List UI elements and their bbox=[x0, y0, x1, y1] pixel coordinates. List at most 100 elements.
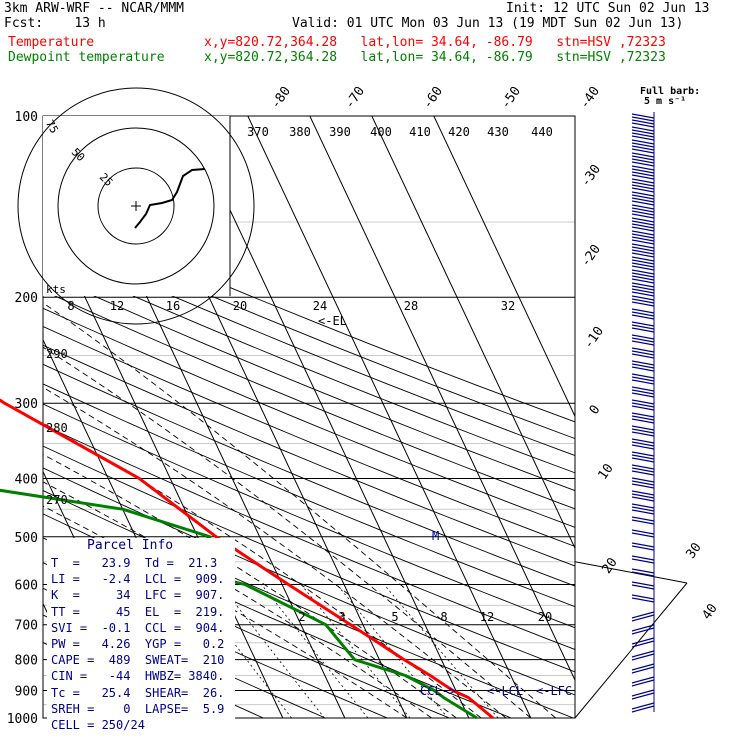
wind-barb-flag bbox=[631, 226, 655, 232]
theta-label-370: 370 bbox=[247, 125, 269, 139]
wind-barb-flag bbox=[631, 165, 655, 171]
wind-barb-flag bbox=[631, 119, 655, 125]
moist-adiabat-18 bbox=[43, 453, 457, 719]
wind-barb-flag bbox=[631, 360, 655, 366]
wind-barb-flag bbox=[631, 457, 655, 463]
pressure-tick-label-700: 700 bbox=[15, 619, 38, 634]
temperature-location-info: x,y=820.72,364.28 lat,lon= 34.64, -86.79… bbox=[204, 35, 666, 50]
isotherm-label-40: 40 bbox=[699, 601, 720, 622]
theta-label-410: 410 bbox=[409, 125, 431, 139]
wind-barb-flag bbox=[631, 418, 655, 424]
pressure-tick-label-400: 400 bbox=[15, 472, 38, 487]
theta-label-440: 440 bbox=[531, 125, 553, 139]
wind-barb-flag bbox=[631, 220, 655, 226]
wind-barb-flag bbox=[631, 516, 655, 522]
parcel-info-row: SVI = -0.1 CCL = 904. bbox=[51, 620, 225, 635]
wind-barb-flag bbox=[631, 291, 655, 297]
wind-barb-flag bbox=[631, 679, 655, 687]
wind-barb-flag bbox=[631, 689, 655, 697]
dry-adiabat-440 bbox=[43, 239, 575, 456]
wind-barb-flag bbox=[631, 155, 655, 161]
wind-barb-flag bbox=[631, 441, 655, 447]
wind-barb-flag bbox=[631, 483, 655, 489]
wind-barb-flag bbox=[631, 337, 655, 343]
wind-barb-flag bbox=[631, 122, 655, 128]
dry-adiabat-450 bbox=[43, 222, 575, 440]
wind-barb-flag bbox=[631, 392, 655, 398]
theta-label-400: 400 bbox=[370, 125, 392, 139]
wind-barb-flag bbox=[631, 246, 655, 252]
wind-barb-flag bbox=[631, 126, 655, 132]
temperature-legend-label: Temperature bbox=[8, 35, 95, 50]
wind-barb-flag bbox=[631, 148, 655, 154]
wind-barb-flag bbox=[631, 464, 655, 470]
wind-barb-flag bbox=[631, 506, 655, 512]
wind-barb-flag bbox=[631, 116, 655, 122]
wind-barb-flag bbox=[631, 477, 655, 483]
wind-barb-flag bbox=[631, 217, 655, 223]
theta-label-430: 430 bbox=[487, 125, 509, 139]
hodograph: 75 50 25 kts bbox=[17, 87, 255, 325]
hodo-axis-label-32: 32 bbox=[501, 299, 515, 313]
dry-adiabat-350 bbox=[43, 403, 575, 629]
pressure-tick-label-100: 100 bbox=[15, 110, 38, 125]
dewpoint-location-info: x,y=820.72,364.28 lat,lon= 34.64, -86.79… bbox=[204, 50, 666, 65]
wind-barb-flag bbox=[631, 614, 655, 622]
isotherm-60 bbox=[433, 116, 575, 418]
wind-barb-flag bbox=[631, 399, 655, 405]
dry-adiabat-360 bbox=[43, 383, 575, 608]
moist-adiabat-34 bbox=[43, 302, 556, 719]
wind-barb-flag bbox=[631, 389, 655, 395]
hodo-axis-label-28: 28 bbox=[404, 299, 418, 313]
pressure-tick-label-200: 200 bbox=[15, 291, 38, 306]
forecast-hour: Fcst: 13 h bbox=[4, 16, 106, 31]
wind-barb-flag bbox=[631, 353, 655, 359]
theta-label-380: 380 bbox=[289, 125, 311, 139]
skew-edge-line bbox=[574, 582, 688, 719]
isotherm-label--30: -30 bbox=[578, 162, 604, 190]
wind-barb-flag bbox=[631, 269, 655, 275]
mixing-ratio-20 bbox=[383, 584, 499, 719]
wind-barb-flag bbox=[631, 327, 655, 333]
wind-barb-flag bbox=[631, 428, 655, 434]
wind-barb-flag bbox=[631, 298, 655, 304]
parcel-info-row: T = 23.9 Td = 21.3 bbox=[51, 556, 218, 570]
wind-barb-flag bbox=[631, 640, 655, 648]
dry-adiabat-280 bbox=[43, 562, 388, 719]
hodo-axis-label-16: 16 bbox=[166, 299, 180, 313]
pressure-tick-label-300: 300 bbox=[15, 397, 38, 412]
wind-barb-flag bbox=[631, 402, 655, 408]
wind-barb-flag bbox=[631, 233, 655, 239]
hodo-axis-label-8: 8 bbox=[67, 299, 74, 313]
wind-barb-flag bbox=[631, 467, 655, 473]
hodo-axis-label-12: 12 bbox=[110, 299, 124, 313]
isotherm-label--40: -40 bbox=[577, 84, 603, 112]
wind-barb-flag bbox=[631, 496, 655, 502]
wind-barb-flag bbox=[631, 532, 655, 538]
wind-barbs bbox=[631, 112, 655, 713]
wind-barb-flag bbox=[631, 415, 655, 421]
wind-barb-flag bbox=[631, 171, 655, 177]
init-time: Init: 12 UTC Sun 02 Jun 13 bbox=[506, 1, 710, 16]
wind-barb-flag bbox=[631, 210, 655, 216]
dry-adiabat-label-280: 280 bbox=[46, 421, 68, 435]
wind-barb-flag bbox=[631, 259, 655, 265]
mixing-ratio-12 bbox=[336, 584, 449, 719]
mixing-ratio-label-8: 8 bbox=[440, 610, 447, 624]
theta-label-390: 390 bbox=[329, 125, 351, 139]
el-label: <-EL bbox=[318, 314, 347, 328]
wind-barb-flag bbox=[631, 555, 655, 561]
hodo-ring-label-75: 75 bbox=[43, 118, 61, 136]
wind-barb-flag bbox=[631, 321, 655, 327]
dry-adiabat-370 bbox=[43, 363, 575, 587]
wind-barb-flag bbox=[631, 265, 655, 271]
isotherm-label-0: 0 bbox=[587, 402, 604, 417]
dry-adiabat-400 bbox=[43, 307, 575, 528]
isotherm-label--20: -20 bbox=[578, 242, 604, 270]
wind-barb-flag bbox=[631, 272, 655, 278]
theta-label-420: 420 bbox=[448, 125, 470, 139]
wind-barb-flag bbox=[631, 350, 655, 356]
wind-barb-flag bbox=[631, 145, 655, 151]
wind-barb-flag bbox=[631, 204, 655, 210]
mixing-ratio-8 bbox=[300, 584, 411, 719]
